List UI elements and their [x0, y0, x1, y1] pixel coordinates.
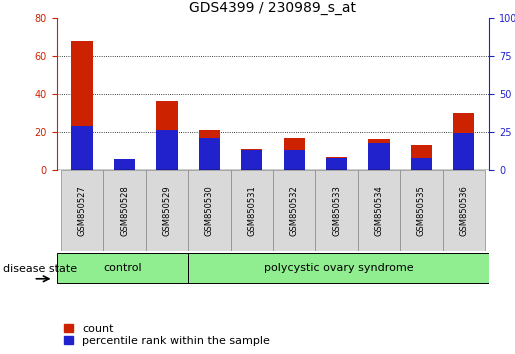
- Bar: [241, 150, 262, 170]
- Text: GSM850536: GSM850536: [459, 185, 468, 236]
- Text: GSM850530: GSM850530: [205, 185, 214, 236]
- Text: GSM850535: GSM850535: [417, 185, 426, 236]
- Bar: [284, 138, 305, 170]
- Text: GSM850534: GSM850534: [374, 185, 384, 236]
- Bar: [400, 170, 442, 251]
- Text: GSM850527: GSM850527: [78, 185, 87, 236]
- Text: GSM850533: GSM850533: [332, 185, 341, 236]
- Bar: [61, 170, 104, 251]
- Bar: [368, 143, 389, 170]
- Bar: [315, 170, 358, 251]
- Bar: [199, 138, 220, 170]
- Bar: [411, 158, 432, 170]
- Bar: [326, 158, 347, 170]
- Text: polycystic ovary syndrome: polycystic ovary syndrome: [264, 263, 414, 273]
- Bar: [453, 133, 474, 170]
- Bar: [231, 170, 273, 251]
- Bar: [114, 159, 135, 170]
- Text: control: control: [103, 263, 142, 273]
- Bar: [453, 113, 474, 170]
- Text: disease state: disease state: [3, 264, 77, 274]
- Bar: [241, 149, 262, 170]
- Bar: [114, 160, 135, 170]
- Bar: [284, 150, 305, 170]
- Bar: [326, 156, 347, 170]
- Bar: [273, 170, 315, 251]
- Text: GSM850531: GSM850531: [247, 185, 256, 236]
- Bar: [72, 41, 93, 170]
- Title: GDS4399 / 230989_s_at: GDS4399 / 230989_s_at: [190, 1, 356, 15]
- Bar: [368, 139, 389, 170]
- Bar: [358, 170, 400, 251]
- Bar: [442, 170, 485, 251]
- Legend: count, percentile rank within the sample: count, percentile rank within the sample: [62, 322, 272, 348]
- Bar: [146, 170, 188, 251]
- Bar: [72, 126, 93, 170]
- Bar: [411, 145, 432, 170]
- Bar: [104, 170, 146, 251]
- Text: GSM850528: GSM850528: [120, 185, 129, 236]
- Bar: [157, 130, 178, 170]
- Text: GSM850532: GSM850532: [289, 185, 299, 236]
- Bar: [57, 253, 188, 283]
- Bar: [188, 170, 231, 251]
- Bar: [188, 253, 489, 283]
- Text: GSM850529: GSM850529: [162, 185, 171, 236]
- Bar: [157, 101, 178, 170]
- Bar: [199, 130, 220, 170]
